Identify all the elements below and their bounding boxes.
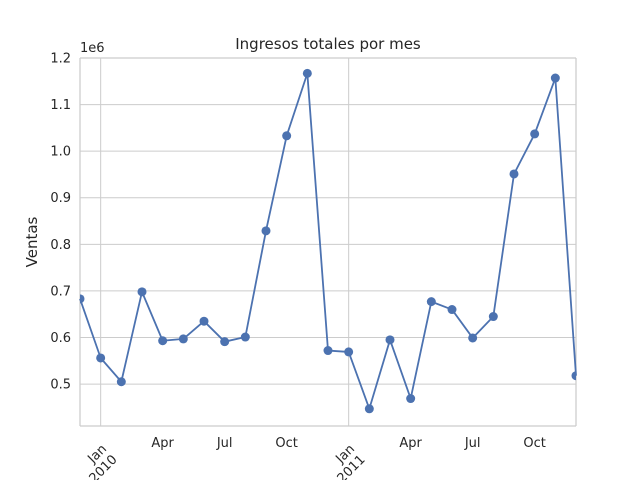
- data-point: [364, 404, 374, 414]
- data-point: [468, 333, 478, 343]
- y-ticks: 0.5 0.6 0.7 0.8 0.9 1.0 1.1 1.2: [50, 52, 71, 393]
- y-tick-label: 1.2: [50, 52, 71, 67]
- x-tick-label: Jul: [216, 436, 233, 451]
- y-axis-offset-label: 1e6: [80, 41, 105, 56]
- series: [79, 68, 577, 414]
- data-point: [137, 287, 147, 297]
- data-point: [488, 312, 498, 322]
- x-tick-label: Apr: [151, 436, 174, 451]
- y-tick-label: 0.9: [50, 191, 71, 206]
- data-point: [530, 129, 540, 139]
- data-point: [116, 377, 126, 387]
- data-point: [302, 68, 312, 78]
- y-tick-label: 1.0: [50, 145, 71, 160]
- data-point: [96, 353, 106, 363]
- data-point: [158, 336, 168, 346]
- data-point: [344, 347, 354, 357]
- x-tick-label: Jul: [464, 436, 481, 451]
- series-markers: [80, 68, 576, 414]
- x-tick-label: Oct: [523, 436, 545, 451]
- y-tick-label: 0.7: [50, 284, 71, 299]
- data-point: [323, 346, 333, 356]
- data-point: [220, 337, 230, 347]
- data-point: [282, 131, 292, 141]
- plot-background: [80, 58, 576, 426]
- data-point: [509, 169, 519, 179]
- data-point: [178, 334, 188, 344]
- y-tick-label: 0.6: [50, 331, 71, 346]
- y-tick-label: 0.8: [50, 238, 71, 253]
- data-point: [426, 297, 436, 307]
- x-tick-label: Apr: [399, 436, 422, 451]
- y-tick-label: 0.5: [50, 378, 71, 393]
- y-tick-label: 1.1: [50, 98, 71, 113]
- data-point: [261, 226, 271, 236]
- data-point: [385, 335, 395, 345]
- data-point: [447, 305, 457, 315]
- data-point: [199, 316, 209, 326]
- data-point: [80, 294, 85, 304]
- data-point: [406, 394, 416, 404]
- data-point: [240, 332, 250, 342]
- data-point: [571, 371, 576, 381]
- y-axis-title: Ventas: [23, 216, 41, 267]
- chart-title: Ingresos totales por mes: [235, 35, 421, 53]
- data-point: [550, 73, 560, 83]
- x-tick-label: Oct: [275, 436, 297, 451]
